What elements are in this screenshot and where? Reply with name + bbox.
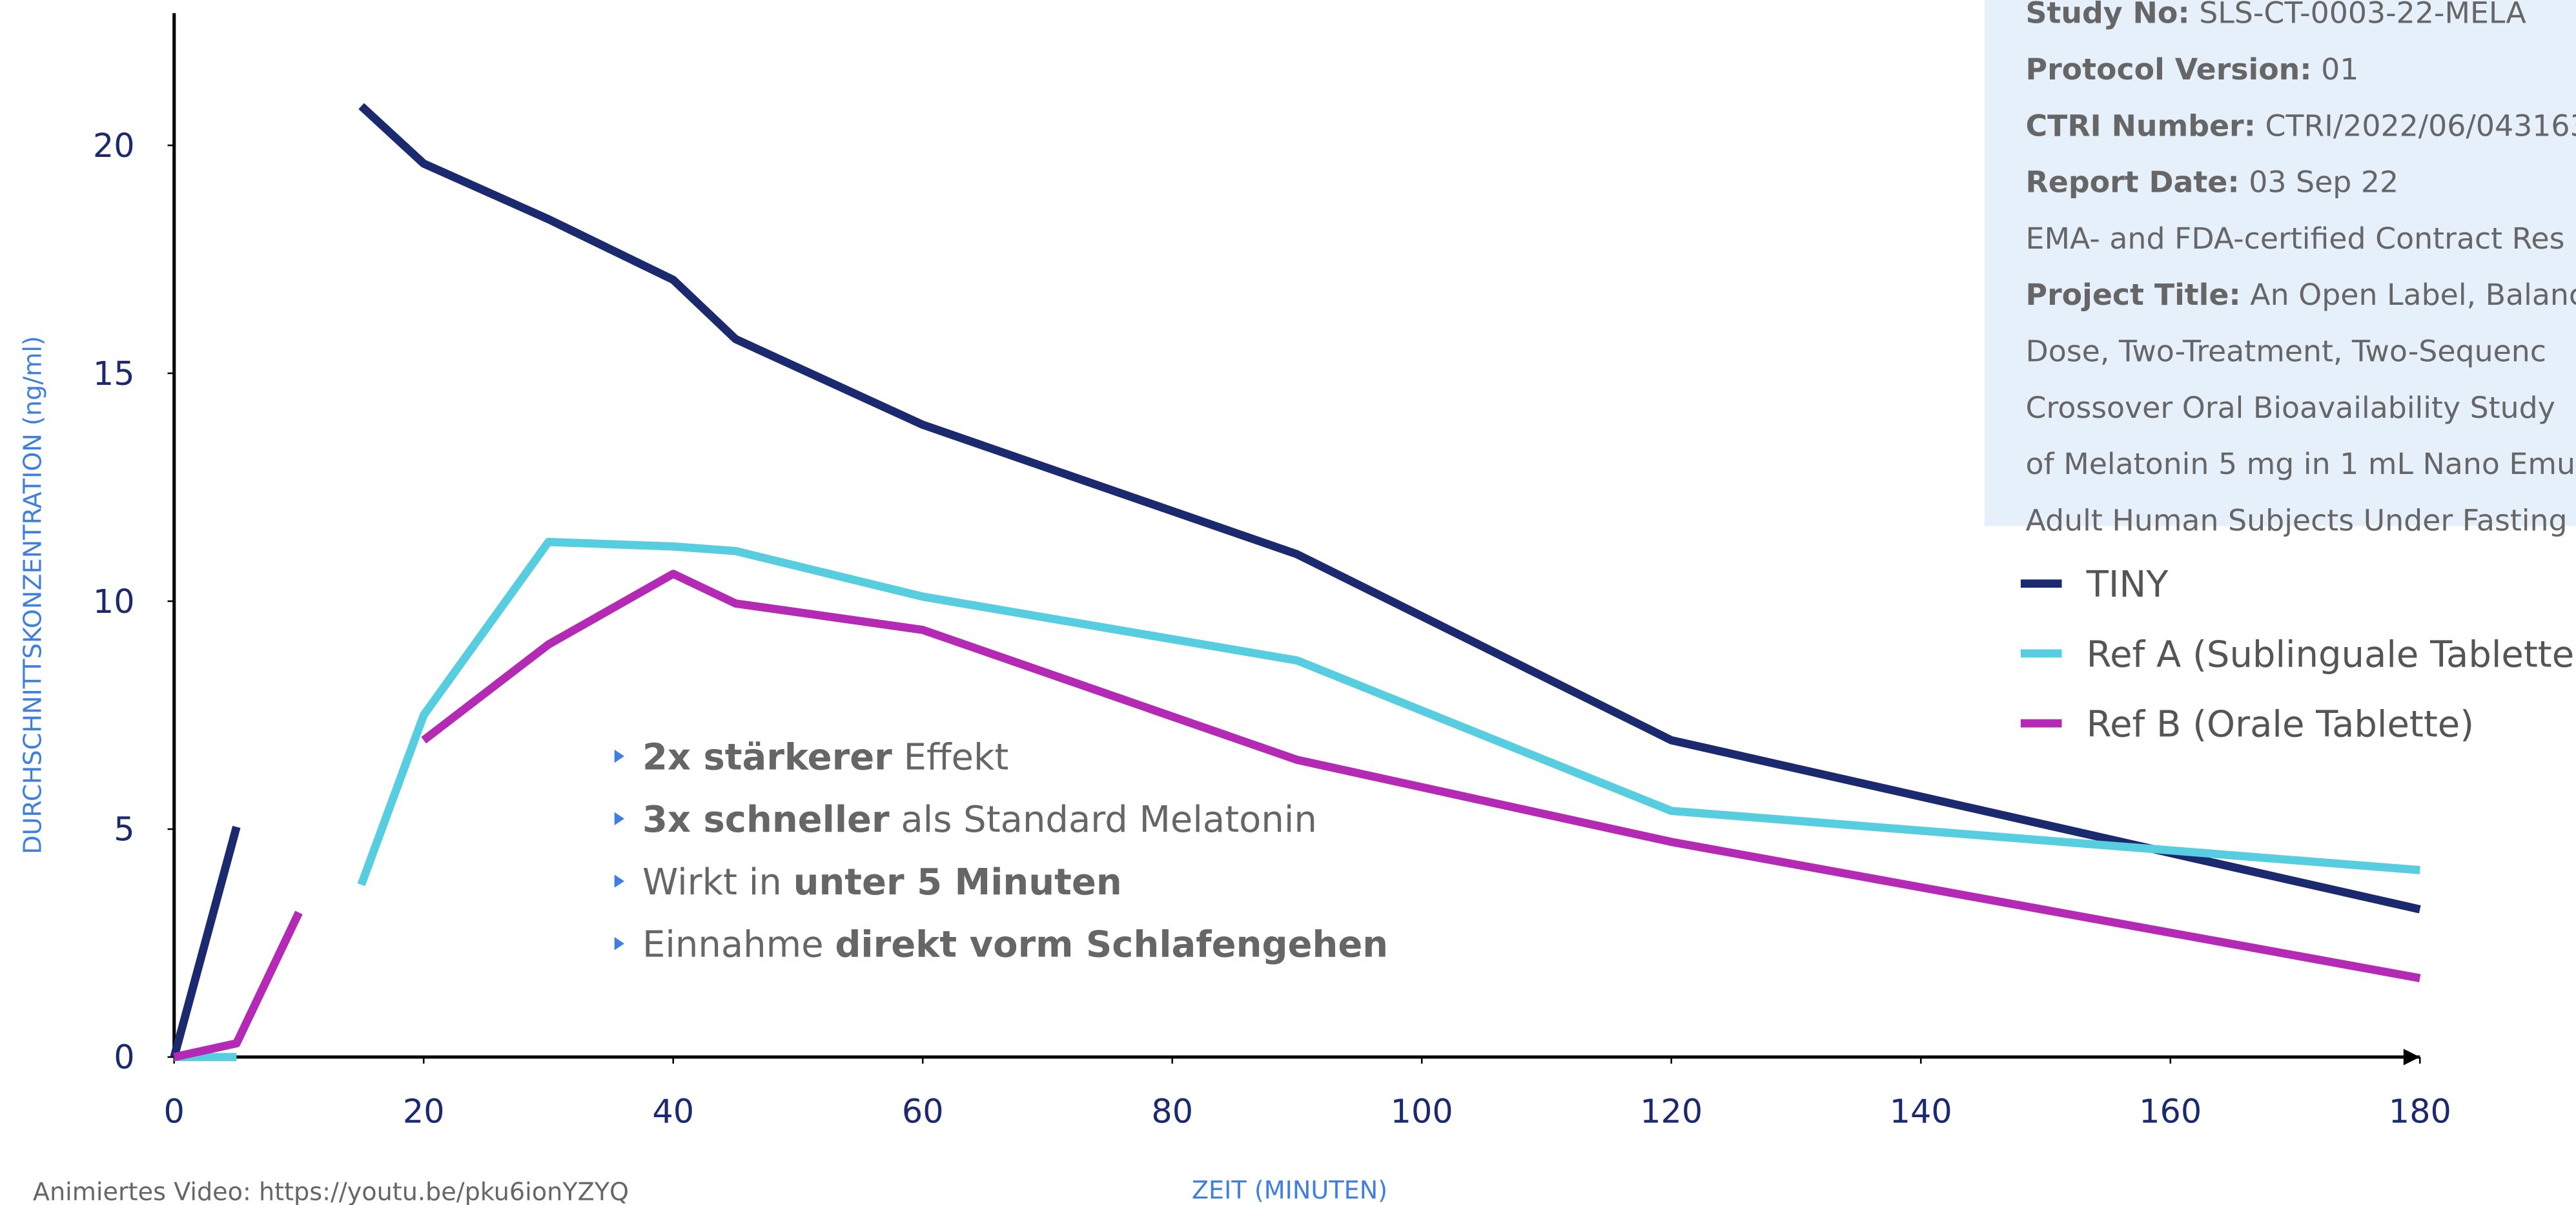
y-tick-label: 15 (93, 355, 135, 393)
x-tick-label: 0 (164, 1093, 185, 1131)
info-text: Study No: SLS-CT-0003-22-MELA (2026, 0, 2526, 30)
bullet-marker (614, 812, 624, 825)
y-axis-title: DURCHSCHNITTSKONZENTRATION (ng/ml) (19, 336, 48, 854)
x-tick-label: 60 (902, 1093, 944, 1131)
info-text-part: CTRI Number: (2026, 108, 2256, 143)
info-text-part: Crossover Oral Bioavailability Study (2026, 390, 2555, 425)
footnote: Animiertes Video: https://youtu.be/pku6i… (33, 1178, 629, 1205)
bullet-text: Einnahme direkt vorm Schlafengehen (642, 924, 1388, 966)
y-tick-label: 20 (93, 127, 135, 165)
legend-label: TINY (2086, 564, 2169, 606)
y-tick-label: 5 (114, 811, 134, 849)
bullet-text-part: direkt vorm Schlafengehen (835, 924, 1388, 966)
info-box (1984, 0, 2576, 526)
bullet-text-part: 2x stärkerer (642, 736, 892, 778)
info-text: Report Date: 03 Sep 22 (2026, 165, 2399, 200)
info-text: Project Title: An Open Label, Balanc (2026, 277, 2576, 312)
info-text: EMA- and FDA-certified Contract Res (2026, 221, 2565, 256)
info-text: Dose, Two-Treatment, Two-Sequenc (2026, 334, 2546, 369)
info-text-part: Adult Human Subjects Under Fasting (2026, 502, 2568, 537)
info-text: CTRI Number: CTRI/2022/06/043163 (2026, 108, 2576, 143)
legend-label: Ref A (Sublinguale Tablette) (2087, 633, 2576, 675)
x-tick-label: 100 (1391, 1093, 1453, 1131)
bullet-text-part: unter 5 Minuten (793, 861, 1122, 903)
x-tick-label: 140 (1890, 1093, 1952, 1131)
bullet-text: 2x stärkerer Effekt (642, 736, 1008, 778)
x-tick-label: 20 (403, 1093, 445, 1131)
y-tick-label: 0 (114, 1039, 134, 1077)
x-tick-label: 180 (2389, 1093, 2451, 1131)
bullet-text-part: Wirkt in (642, 861, 793, 903)
bullet-text-part: als Standard Melatonin (890, 799, 1317, 841)
bullet-text-part: Effekt (892, 736, 1009, 778)
info-text-part: Project Title: (2026, 277, 2241, 312)
series-line (173, 570, 2421, 1062)
info-text-part: Report Date: (2026, 165, 2240, 200)
info-text-part: of Melatonin 5 mg in 1 mL Nano Emu (2026, 446, 2575, 481)
x-axis-arrow (2403, 1049, 2420, 1066)
x-axis-title: ZEIT (MINUTEN) (1192, 1177, 1387, 1205)
bullet-text-part: Einnahme (642, 924, 835, 966)
x-tick-label: 120 (1640, 1093, 1702, 1131)
info-text-part: EMA- and FDA-certified Contract Res (2026, 221, 2565, 256)
info-text-part: SLS-CT-0003-22-MELA (2190, 0, 2526, 30)
info-text-part: 01 (2312, 52, 2359, 87)
bullet-text: 3x schneller als Standard Melatonin (642, 799, 1317, 841)
info-text-part: Study No: (2026, 0, 2190, 30)
bullet-marker (614, 749, 624, 763)
x-tick-label: 80 (1151, 1093, 1193, 1131)
bullet-text-part: 3x schneller (642, 799, 890, 841)
x-tick-label: 40 (652, 1093, 694, 1131)
info-text-part: Dose, Two-Treatment, Two-Sequenc (2026, 334, 2546, 369)
x-tick-label: 160 (2139, 1093, 2202, 1131)
info-text-part: Protocol Version: (2026, 52, 2312, 87)
info-text: Protocol Version: 01 (2026, 52, 2359, 87)
bullet-marker (614, 874, 624, 888)
info-text: Adult Human Subjects Under Fasting (2026, 502, 2568, 537)
info-text-part: 03 Sep 22 (2240, 165, 2398, 200)
y-tick-label: 10 (93, 583, 135, 621)
series-line (170, 103, 2421, 1058)
bullet-marker (614, 937, 624, 951)
bullet-text: Wirkt in unter 5 Minuten (642, 861, 1122, 903)
info-text: of Melatonin 5 mg in 1 mL Nano Emu (2026, 446, 2575, 481)
info-text-part: An Open Label, Balanc (2241, 277, 2576, 312)
info-text: Crossover Oral Bioavailability Study (2026, 390, 2555, 425)
info-text-part: CTRI/2022/06/043163 (2256, 108, 2576, 143)
legend-label: Ref B (Orale Tablette) (2087, 703, 2474, 745)
